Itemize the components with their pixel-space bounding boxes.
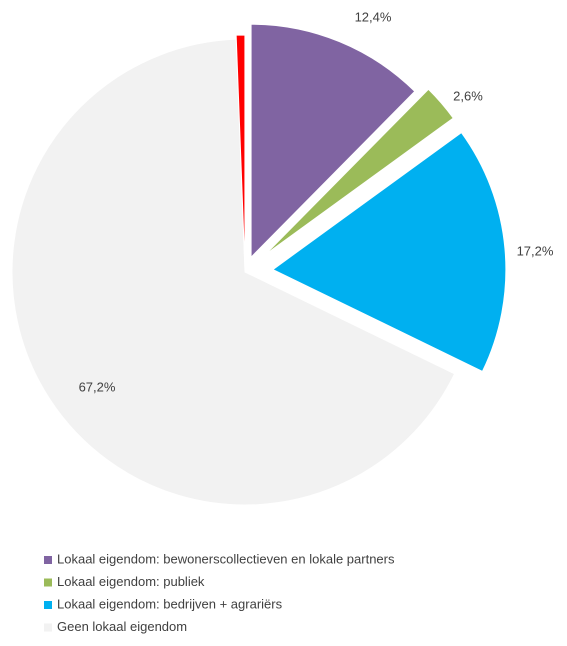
legend-swatch: [44, 623, 52, 632]
data-label: 67,2%: [79, 379, 116, 394]
data-label: 12,4%: [355, 9, 392, 24]
legend-swatch: [44, 556, 52, 564]
pie-slice: [250, 23, 416, 259]
legend-label: Lokaal eigendom: bedrijven + agrariërs: [57, 596, 283, 611]
legend-swatch: [44, 601, 52, 609]
legend-label: Lokaal eigendom: publiek: [57, 574, 205, 589]
pie-slice: [271, 131, 507, 373]
legend-label: Geen lokaal eigendom: [57, 619, 187, 634]
pie-slice: [11, 38, 456, 506]
data-label: 2,6%: [453, 88, 483, 103]
legend-label: Lokaal eigendom: bewonerscollectieven en…: [57, 551, 395, 566]
legend-swatch: [44, 578, 52, 587]
pie-slice: [235, 34, 246, 269]
data-label: 17,2%: [517, 243, 554, 258]
pie-slice: [264, 88, 454, 256]
